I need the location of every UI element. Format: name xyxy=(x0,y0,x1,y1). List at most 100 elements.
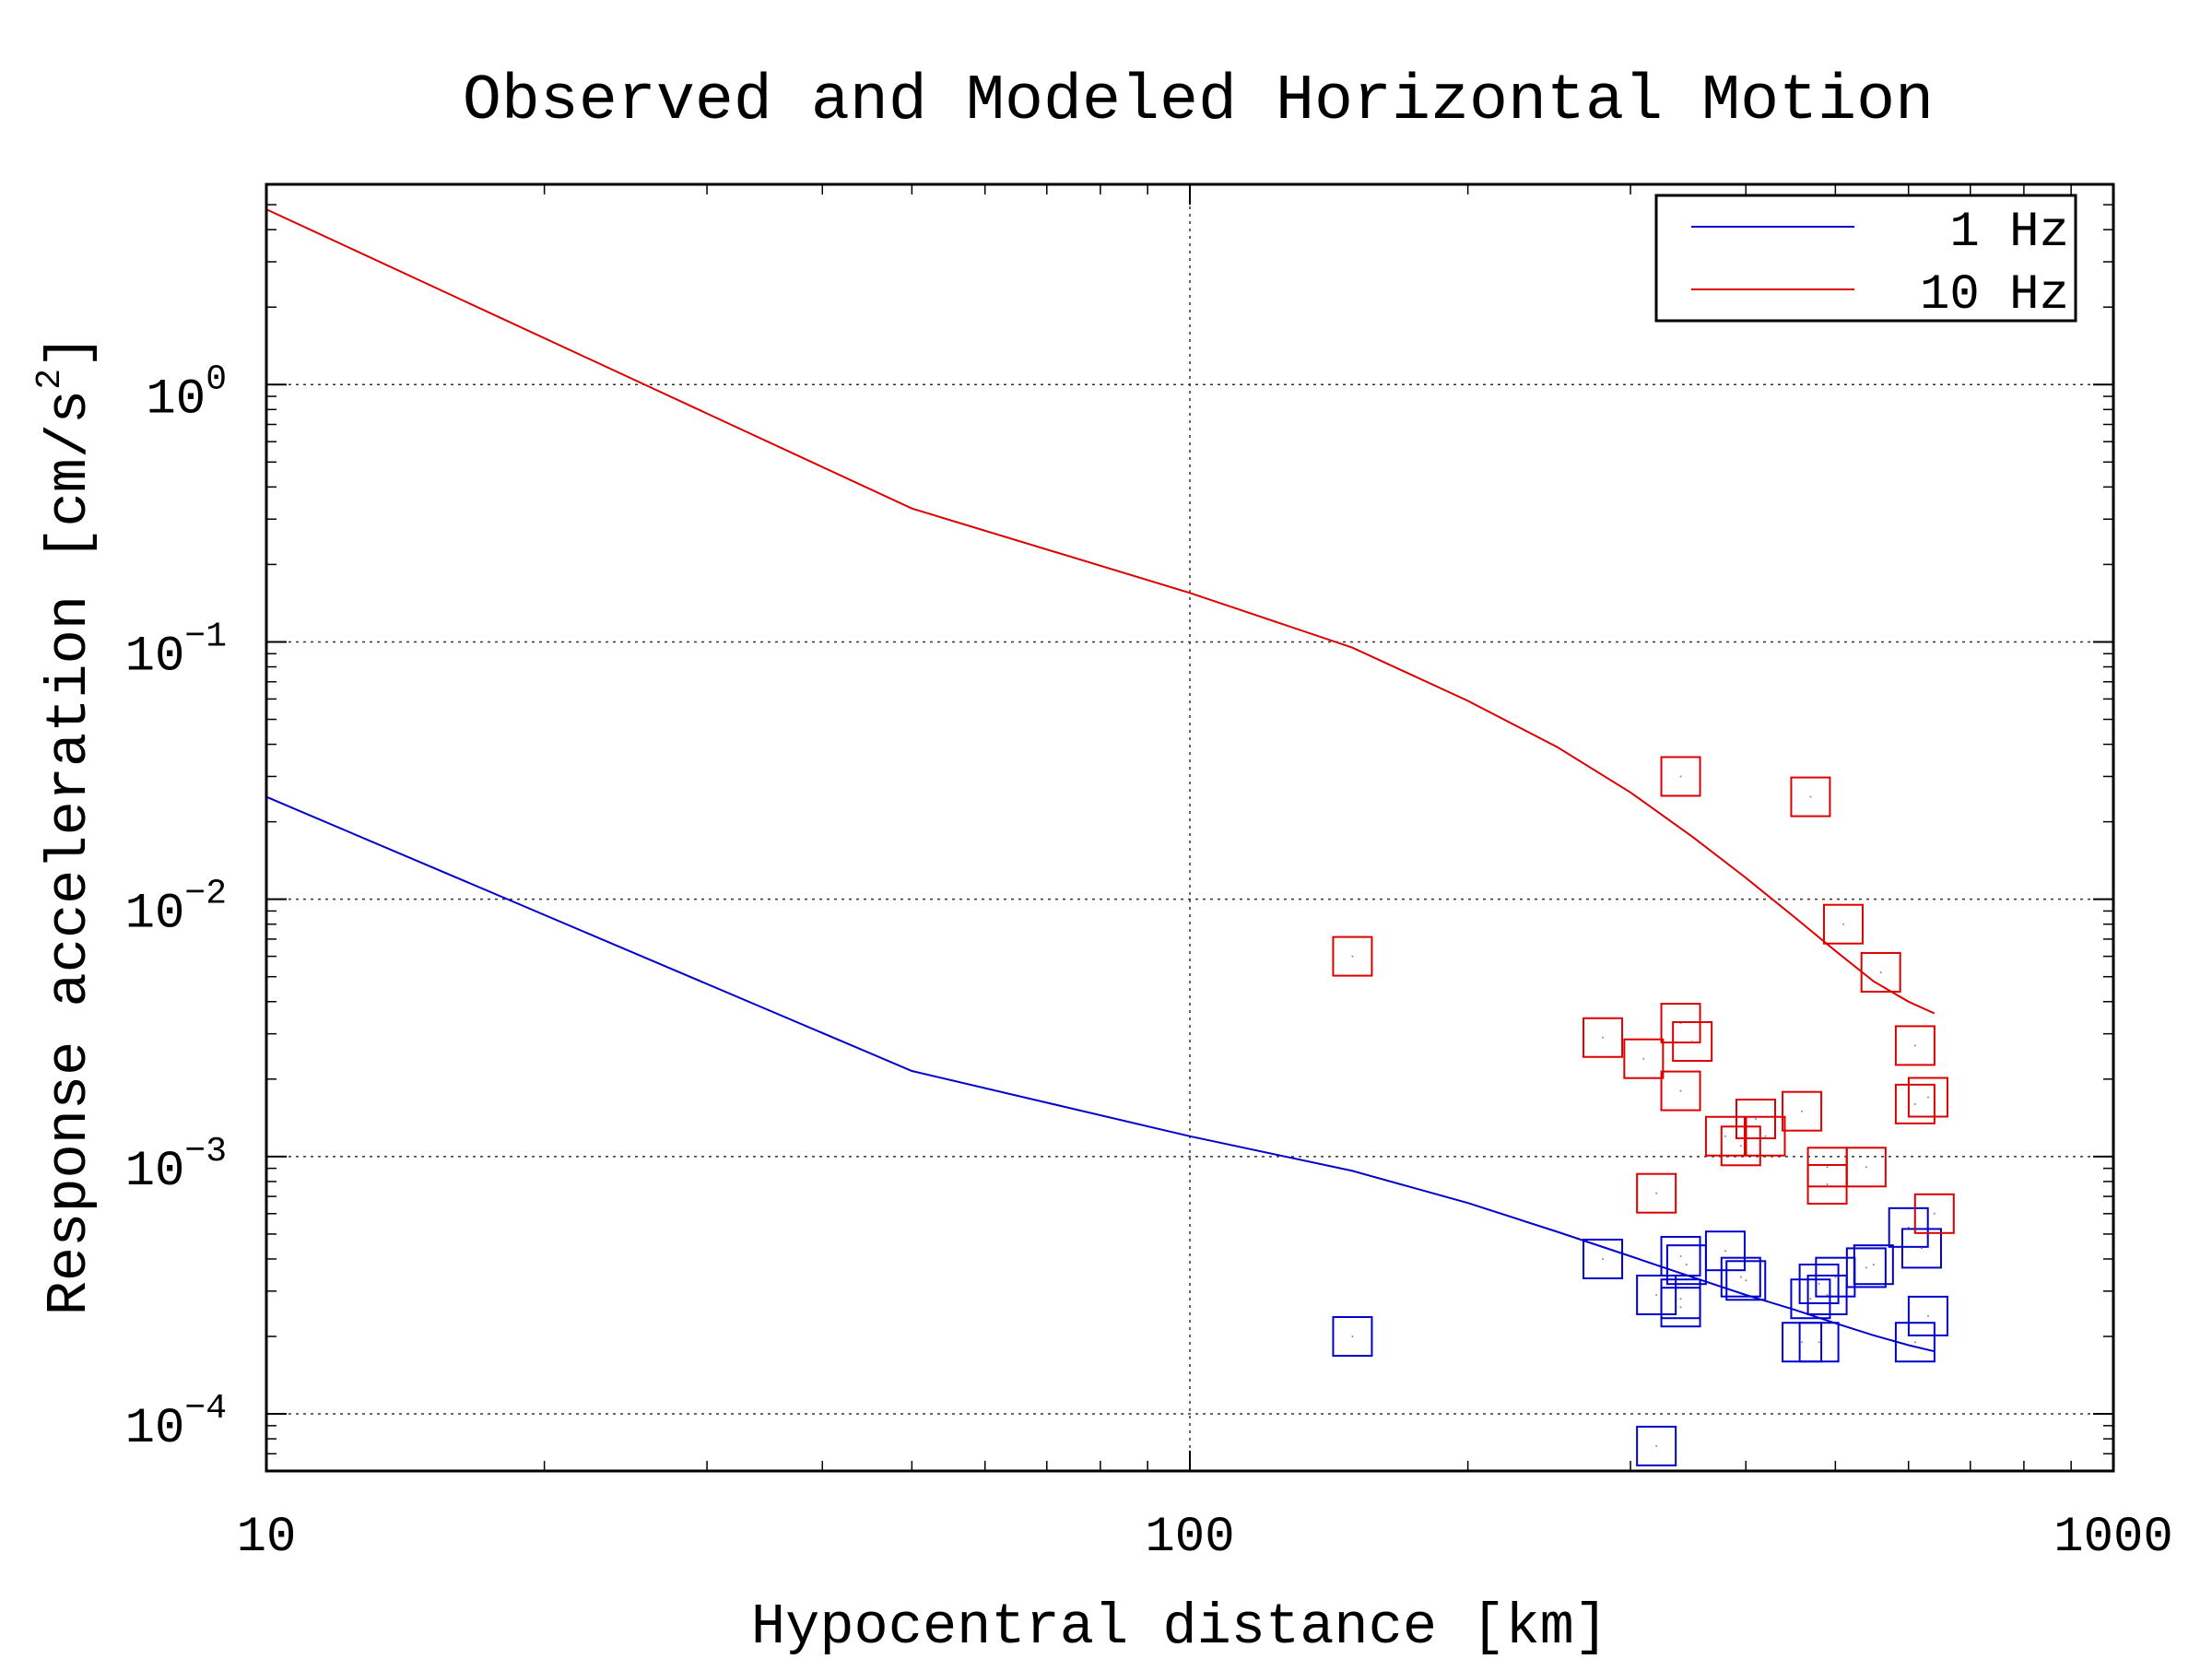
observed-point-1hz xyxy=(1798,1322,1840,1363)
observed-point-center xyxy=(1826,1166,1829,1169)
observed-point-10hz xyxy=(1822,903,1864,945)
observed-point-10hz xyxy=(1745,1115,1786,1157)
minor-ticks xyxy=(265,183,2114,1472)
observed-point-10hz xyxy=(1623,1038,1665,1079)
observed-point-center xyxy=(1685,1264,1688,1266)
observed-point-center xyxy=(1879,971,1882,973)
observed-point-10hz xyxy=(1660,1070,1701,1112)
observed-point-center xyxy=(1818,1341,1820,1344)
observed-point-1hz xyxy=(1660,1278,1701,1320)
observed-point-center xyxy=(1655,1444,1658,1447)
observed-point-center xyxy=(1745,1279,1747,1282)
x-tick-label: 10 xyxy=(237,1510,297,1566)
observed-point-10hz xyxy=(1583,1017,1624,1058)
observed-point-10hz xyxy=(1894,1025,1936,1066)
y-tick-label: 10−3 xyxy=(125,1132,227,1200)
observed-point-10hz xyxy=(1782,1090,1823,1132)
observed-point-center xyxy=(1739,1276,1742,1278)
observed-point-center xyxy=(1834,1276,1837,1278)
observed-point-10hz xyxy=(1636,1172,1677,1214)
observed-point-center xyxy=(1724,1135,1726,1137)
y-axis-label: Response acceleration [cm/s2] xyxy=(30,335,102,1316)
observed-point-10hz xyxy=(1672,1021,1713,1063)
grid xyxy=(266,184,2113,1471)
observed-point-center xyxy=(1739,1145,1742,1147)
y-axis-label-exponent: 2 xyxy=(30,369,70,390)
observed-point-center xyxy=(1865,1266,1867,1269)
model-line-1hz xyxy=(265,795,1936,1353)
observed-point-1hz xyxy=(1332,1316,1373,1358)
x-tick-label: 100 xyxy=(1145,1510,1234,1566)
x-axis-label: Hypocentral distance [km] xyxy=(751,1594,1608,1659)
observed-point-10hz xyxy=(1735,1099,1777,1140)
observed-point-center xyxy=(1926,1096,1929,1099)
observed-point-center xyxy=(1913,1102,1916,1105)
legend-label-1hz: 1 Hz xyxy=(1949,205,2069,261)
model-lines xyxy=(265,208,1936,1353)
observed-point-center xyxy=(1933,1212,1936,1215)
observed-point-10hz xyxy=(1790,776,1831,818)
observed-point-1hz xyxy=(1907,1295,1948,1336)
observed-point-10hz xyxy=(1894,1083,1936,1124)
observed-point-1hz xyxy=(1888,1206,1929,1248)
y-tick-label: 10−2 xyxy=(125,875,227,943)
observed-point-10hz xyxy=(1720,1125,1761,1167)
observed-point-center xyxy=(1764,1135,1767,1137)
observed-point-10hz xyxy=(1660,1003,1701,1044)
observed-point-1hz xyxy=(1806,1274,1848,1315)
observed-point-center xyxy=(1602,1257,1605,1260)
observed-point-10hz xyxy=(1907,1077,1948,1118)
observed-point-1hz xyxy=(1704,1230,1746,1272)
plot-frame xyxy=(265,182,2115,1473)
observed-point-1hz xyxy=(1725,1260,1767,1301)
observed-point-center xyxy=(1602,1036,1605,1039)
observed-point-center xyxy=(1755,1118,1758,1121)
observed-point-10hz xyxy=(1704,1115,1746,1157)
observed-point-1hz xyxy=(1660,1235,1701,1277)
observed-point-center xyxy=(1826,1182,1829,1185)
observed-point-1hz xyxy=(1845,1247,1887,1288)
observed-point-center xyxy=(1801,1341,1804,1344)
observed-point-1hz xyxy=(1790,1278,1831,1320)
observed-point-center xyxy=(1809,795,1812,798)
observed-point-10hz xyxy=(1332,935,1373,977)
observed-point-center xyxy=(1691,1041,1694,1043)
y-tick-label: 10−1 xyxy=(125,617,227,685)
observed-point-1hz xyxy=(1636,1425,1677,1466)
observed-point-center xyxy=(1818,1283,1820,1286)
y-tick-label: 10−4 xyxy=(125,1389,227,1457)
observed-point-center xyxy=(1351,955,1354,958)
observed-point-center xyxy=(1920,1247,1923,1250)
observed-point-center xyxy=(1841,923,1844,925)
observed-point-center xyxy=(1679,1089,1682,1092)
observed-point-1hz xyxy=(1853,1244,1894,1286)
y-axis-label-suffix: ] xyxy=(37,335,102,369)
observed-point-center xyxy=(1655,1192,1658,1194)
y-tick-labels: 100 10−1 10−2 10−3 10−4 xyxy=(125,359,227,1457)
y-axis-label-main: Response acceleration [cm/s xyxy=(37,390,102,1316)
legend-label-10hz: 10 Hz xyxy=(1920,267,2069,324)
observed-point-center xyxy=(1801,1110,1804,1112)
legend-box xyxy=(1654,194,2077,323)
observed-point-center xyxy=(1724,1250,1726,1253)
observed-point-1hz xyxy=(1636,1274,1677,1315)
observed-point-center xyxy=(1907,1226,1910,1229)
observed-point-center xyxy=(1351,1335,1354,1338)
observed-point-center xyxy=(1679,775,1682,778)
observed-points xyxy=(1332,756,1955,1466)
observed-point-center xyxy=(1913,1341,1916,1344)
chart-title: Observed and Modeled Horizontal Motion xyxy=(463,65,1934,138)
observed-point-center xyxy=(1642,1057,1645,1060)
observed-point-1hz xyxy=(1720,1256,1761,1298)
model-line-10hz xyxy=(265,208,1936,1015)
observed-point-center xyxy=(1679,1298,1682,1300)
observed-point-10hz xyxy=(1660,756,1701,797)
observed-point-center xyxy=(1809,1298,1812,1300)
observed-point-center xyxy=(1826,1293,1829,1296)
observed-point-10hz xyxy=(1845,1147,1887,1188)
observed-point-center xyxy=(1865,1166,1867,1169)
x-tick-labels: 10 100 1000 xyxy=(237,1510,2173,1566)
observed-point-center xyxy=(1872,1264,1875,1266)
observed-point-10hz xyxy=(1913,1193,1955,1234)
